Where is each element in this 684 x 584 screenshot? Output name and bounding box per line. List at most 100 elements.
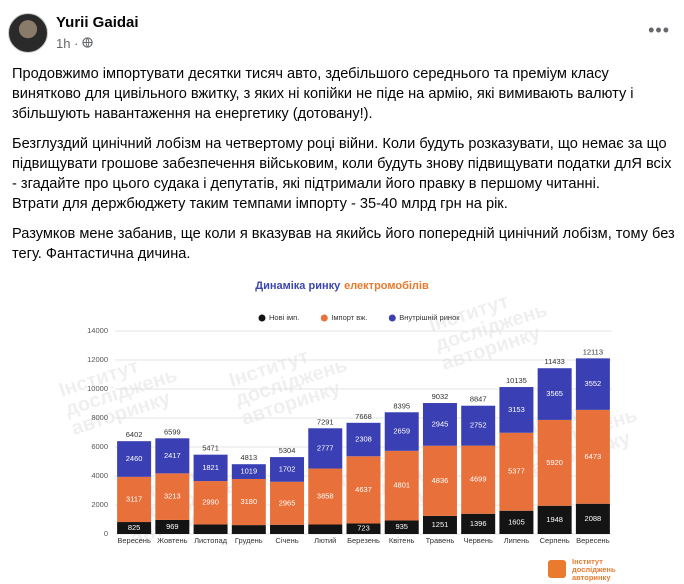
total-label: 5304 [279, 446, 296, 455]
bar-value-label: 1019 [240, 467, 257, 476]
bar-value-label: 2088 [585, 514, 602, 523]
x-tick-label: Вересень [117, 536, 151, 545]
bar-segment [117, 522, 152, 534]
total-label: 6599 [164, 427, 181, 436]
bar-value-label: 1821 [202, 463, 219, 472]
bar-segment [537, 368, 572, 420]
total-label: 5471 [202, 444, 219, 453]
bar-segment [193, 481, 228, 525]
y-tick-label: 0 [104, 529, 108, 538]
total-label: 11433 [544, 357, 564, 366]
bar-segment [461, 445, 496, 514]
bar-value-label: 1396 [470, 519, 487, 528]
bar-value-label: 3153 [508, 405, 525, 414]
title-part: електромобілів [344, 280, 429, 292]
y-tick-label: 14000 [87, 326, 108, 335]
bar-segment [422, 515, 457, 534]
logo-text: Інститут [572, 557, 603, 566]
bar-segment [231, 478, 266, 526]
logo-icon [548, 560, 566, 578]
bar-value-label: 1702 [279, 464, 296, 473]
bar-value-label: 3180 [240, 497, 257, 506]
bar-segment [384, 412, 419, 451]
bar-value-label: 1605 [508, 517, 525, 526]
bar-segment [270, 524, 305, 534]
y-tick-label: 10000 [87, 384, 108, 393]
post-time[interactable]: 1h [56, 36, 71, 51]
logo-text: досліджень [572, 565, 616, 574]
bar-value-label: 2990 [202, 498, 219, 507]
bar-segment [155, 519, 190, 534]
total-label: 10135 [506, 376, 527, 385]
paragraph-line: Втрати для держбюджету таким темпами імп… [12, 196, 508, 212]
bar-value-label: 825 [128, 523, 141, 532]
total-label: 7291 [317, 417, 334, 426]
bar-value-label: 3565 [546, 389, 563, 398]
globe-icon [82, 37, 93, 48]
bar-value-label: 4801 [393, 481, 410, 490]
total-label: 12113 [583, 347, 603, 356]
bar-value-label: 935 [395, 522, 408, 531]
bar-segment [575, 409, 610, 504]
bar-segment [346, 456, 381, 524]
paragraph: Безглуздий цинічний лобізм на четвертому… [12, 134, 676, 214]
x-tick-label: Грудень [235, 536, 263, 545]
bar-value-label: 2945 [432, 419, 449, 428]
bar-value-label: 969 [166, 522, 179, 531]
bar-segment [308, 524, 343, 534]
bar-value-label: 2752 [470, 421, 487, 430]
bar-segment [231, 525, 266, 534]
bar-segment [193, 454, 228, 482]
bar-value-label: 3552 [585, 379, 602, 388]
x-tick-label: Червень [463, 536, 493, 545]
total-label: 8395 [393, 401, 410, 410]
paragraph-line: Разумков мене забанив, ще коли я вказува… [12, 226, 675, 262]
bar-segment [384, 520, 419, 534]
bar-segment [155, 438, 190, 474]
bar-segment [117, 441, 152, 477]
y-tick-label: 6000 [91, 442, 108, 451]
total-label: 4813 [240, 453, 257, 462]
bar-segment [155, 473, 190, 520]
more-button[interactable]: ••• [648, 20, 670, 40]
bar-value-label: 4699 [470, 475, 487, 484]
bar-value-label: 4637 [355, 485, 372, 494]
avatar[interactable] [8, 13, 48, 53]
bar-segment [499, 510, 534, 534]
bar-segment [537, 419, 572, 506]
total-label: 8847 [470, 395, 487, 404]
bar-value-label: 3858 [317, 492, 334, 501]
bar-value-label: 723 [357, 524, 370, 533]
x-tick-label: Березень [347, 536, 380, 545]
bar-value-label: 3213 [164, 492, 181, 501]
bar-segment [461, 405, 496, 446]
y-tick-label: 4000 [91, 471, 108, 480]
bar-value-label: 6473 [585, 452, 602, 461]
title-part: Динаміка ринку [255, 280, 341, 292]
x-tick-label: Листопад [194, 536, 228, 545]
x-tick-label: Жовтень [157, 536, 187, 545]
x-tick-label: Липень [504, 536, 529, 545]
bar-segment [499, 387, 534, 433]
bar-segment [308, 428, 343, 469]
post-meta: 1h · [56, 36, 93, 51]
bar-segment [308, 468, 343, 525]
bar-value-label: 5920 [546, 458, 563, 467]
bar-value-label: 2965 [279, 498, 296, 507]
legend-swatch [258, 314, 266, 322]
bar-segment [270, 481, 305, 525]
bar-segment [346, 422, 381, 457]
legend-swatch [320, 314, 328, 322]
bar-value-label: 2417 [164, 451, 181, 460]
total-label: 7668 [355, 412, 372, 421]
author-name[interactable]: Yurii Gaidai [56, 14, 139, 31]
bar-value-label: 1948 [546, 515, 563, 524]
paragraph: Продовжимо імпортувати десятки тисяч авт… [12, 64, 676, 124]
bar-segment [193, 524, 228, 534]
bar-value-label: 3117 [126, 494, 142, 503]
bar-segment [575, 503, 610, 534]
legend-label: Нові імп. [269, 313, 299, 322]
legend-swatch [388, 314, 396, 322]
y-tick-label: 2000 [91, 500, 108, 509]
